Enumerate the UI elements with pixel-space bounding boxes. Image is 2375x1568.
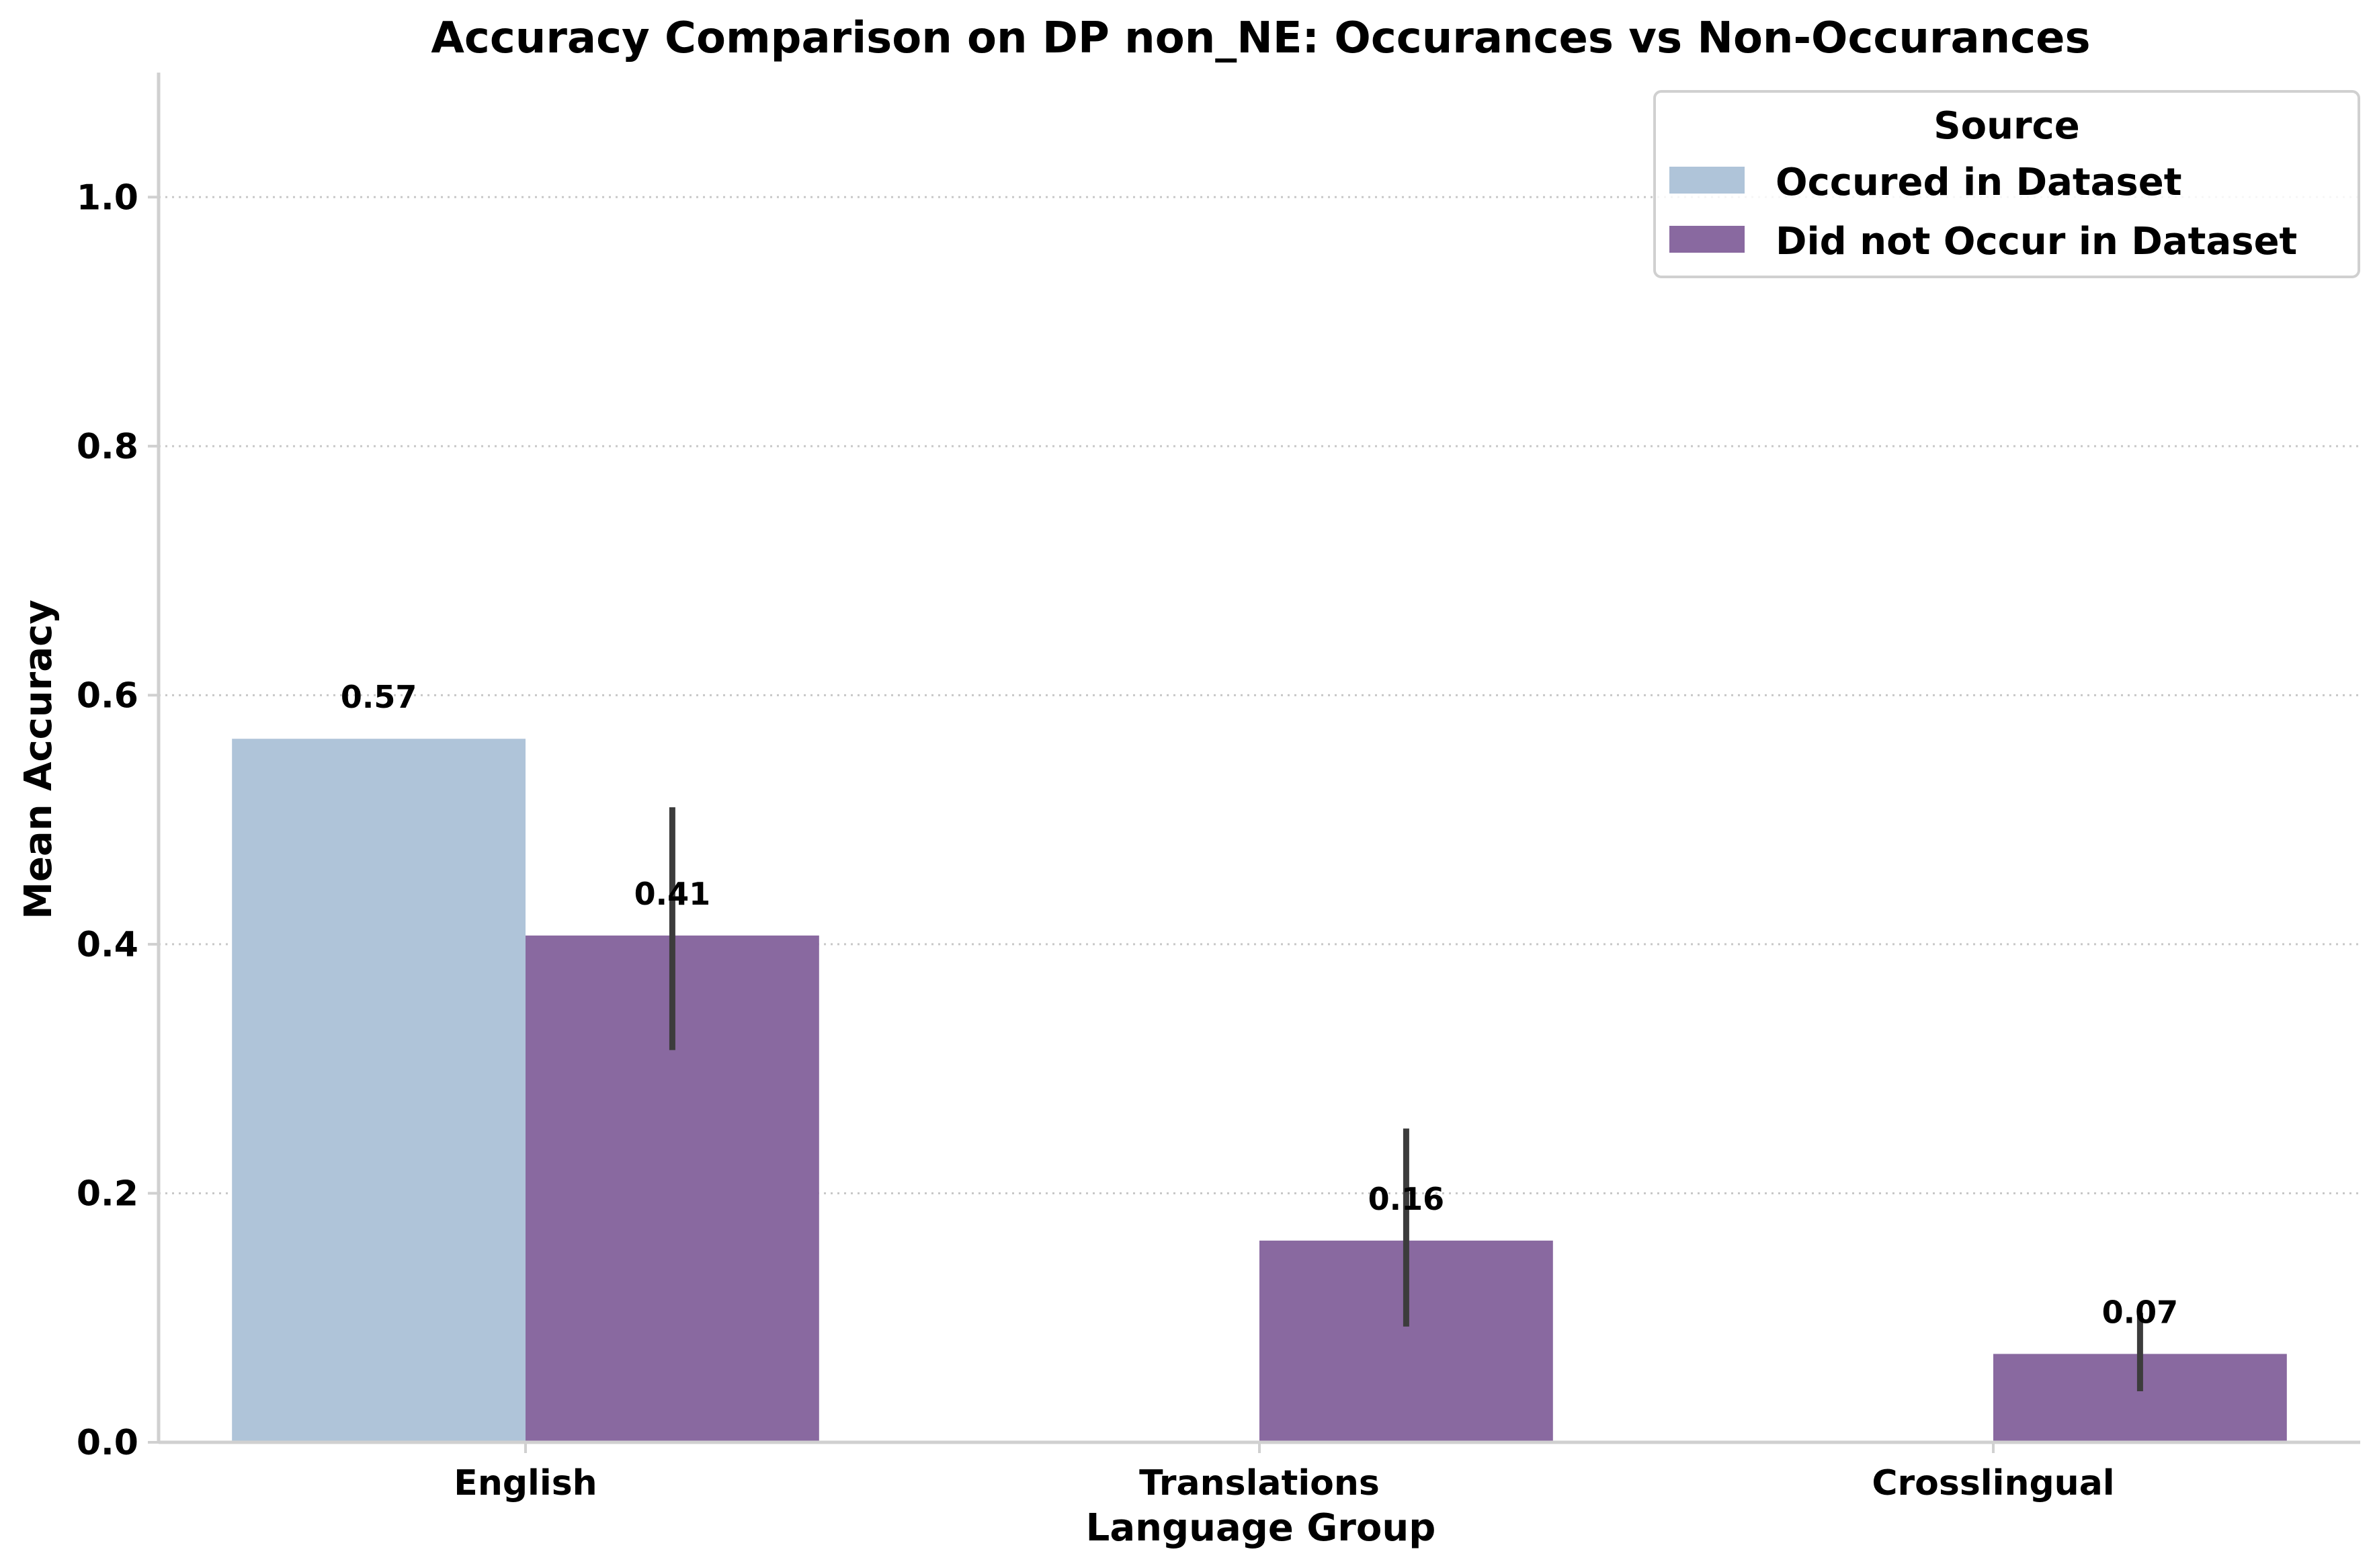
bars: [232, 739, 2287, 1442]
y-tick-label: 0.2: [77, 1173, 138, 1214]
error-bars: [669, 807, 2143, 1392]
bar: [232, 739, 526, 1442]
ticks: 0.0 0.2 0.4 0.6 0.8 1.0 English Translations Cro…: [77, 177, 2115, 1503]
chart-title: Accuracy Comparison on DP non_NE: Occura…: [431, 13, 2090, 63]
y-tick-label: 0.0: [77, 1423, 138, 1463]
legend-swatch-occured: [1669, 167, 1745, 194]
y-tick-label: 0.8: [77, 427, 138, 467]
x-tick-label: English: [454, 1463, 597, 1503]
legend-title: Source: [1933, 104, 2079, 148]
legend-swatch-did-not-occur: [1669, 226, 1745, 253]
bar-value-label: 0.57: [341, 679, 417, 715]
y-tick-label: 1.0: [77, 177, 138, 218]
y-axis-label: Mean Accuracy: [17, 600, 60, 919]
x-tick-label: Crosslingual: [1872, 1463, 2114, 1503]
x-tick-label: Translations: [1139, 1463, 1380, 1503]
y-tick-label: 0.6: [77, 675, 138, 716]
bar-value-label: 0.07: [2102, 1294, 2179, 1330]
legend-frame: [1653, 90, 2360, 278]
legend-label-occured: Occured in Dataset: [1776, 161, 2182, 204]
y-tick-label: 0.4: [77, 925, 138, 965]
bar-value-label: 0.16: [1368, 1181, 1445, 1217]
x-axis-label: Language Group: [1086, 1506, 1436, 1550]
bar-value-labels: 0.57 0.41 0.16 0.07: [341, 679, 2178, 1330]
bar-value-label: 0.41: [634, 876, 711, 912]
legend: Source Occured in Dataset Did not Occur …: [1653, 90, 2360, 278]
legend-label-did-not-occur: Did not Occur in Dataset: [1776, 220, 2297, 263]
